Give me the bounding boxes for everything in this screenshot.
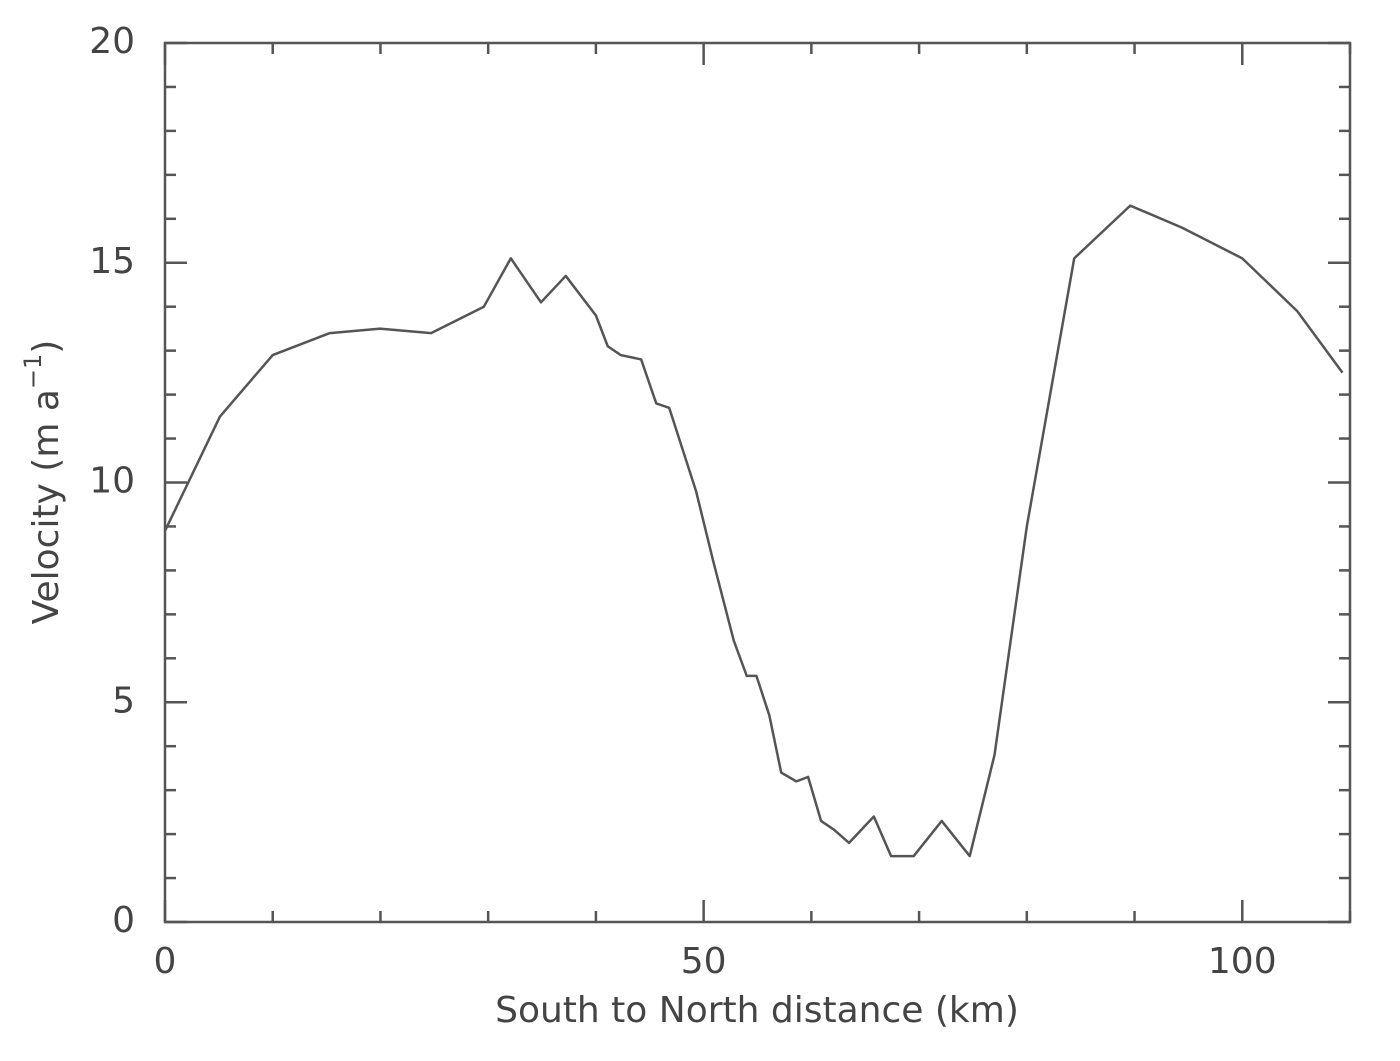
y-tick-label: 5 <box>112 680 135 721</box>
y-tick-label: 0 <box>112 900 135 941</box>
y-axis-label: Velocity (m a−1) <box>19 340 67 625</box>
y-label-text: Velocity (m a <box>26 389 67 624</box>
y-tick-label: 20 <box>89 21 135 62</box>
y-label-text: ) <box>26 340 67 354</box>
x-tick-label: 0 <box>154 941 177 982</box>
x-tick-label: 50 <box>681 941 727 982</box>
y-tick-label: 15 <box>89 241 135 282</box>
y-label-sup: −1 <box>19 354 47 389</box>
y-tick-label: 10 <box>89 461 135 502</box>
x-tick-label: 100 <box>1208 941 1277 982</box>
plot-frame <box>163 41 1352 924</box>
x-axis-label: South to North distance (km) <box>495 990 1019 1031</box>
data-line <box>163 204 1344 858</box>
